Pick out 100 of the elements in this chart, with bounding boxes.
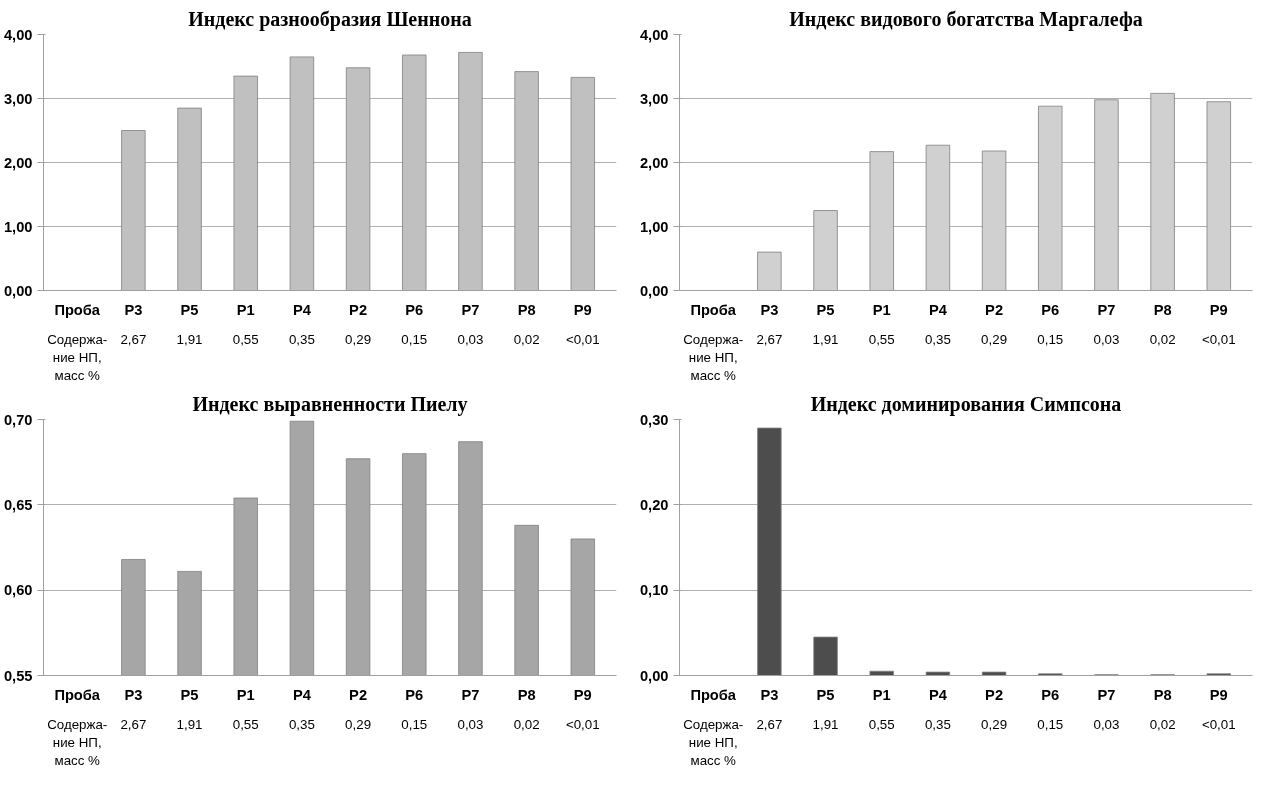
text: 2,67 bbox=[756, 331, 783, 347]
text: 2,67 bbox=[756, 716, 783, 732]
y-tick-label: 0,55 bbox=[3, 667, 33, 684]
text: 1,91 bbox=[812, 716, 839, 732]
x-tick-label: P5 bbox=[816, 686, 835, 703]
text: 0,15 bbox=[401, 716, 428, 732]
y-tick-label: 0,10 bbox=[639, 582, 669, 599]
x-axis-title: Проба bbox=[54, 301, 101, 318]
x-tick-label: P5 bbox=[816, 301, 835, 318]
y-tick-label: 4,00 bbox=[3, 26, 33, 43]
x-tick-label: P6 bbox=[405, 686, 424, 703]
x-tick-label: P2 bbox=[349, 686, 368, 703]
text: 0,03 bbox=[457, 331, 484, 347]
x-tick-label: P2 bbox=[985, 686, 1004, 703]
y-tick-label: 3,00 bbox=[639, 90, 669, 107]
text: Содержа- ние НП, масс % bbox=[683, 716, 744, 768]
x-tick-label: P4 bbox=[928, 301, 948, 318]
chart-title: Индекс видового богатства Маргалефа bbox=[789, 7, 1143, 31]
x-axis-title: Проба bbox=[690, 301, 737, 318]
x-tick-label: P1 bbox=[872, 301, 891, 318]
text: 2,67 bbox=[120, 331, 147, 347]
text: 0,02 bbox=[513, 716, 540, 732]
text: 0,15 bbox=[1037, 716, 1064, 732]
chart-title: Индекс разнообразия Шеннона bbox=[188, 7, 472, 31]
x-tick-label: P4 bbox=[292, 301, 312, 318]
x-tick-label: P9 bbox=[1209, 301, 1228, 318]
text: <0,01 bbox=[565, 716, 600, 732]
x-tick-label: P6 bbox=[1041, 686, 1060, 703]
text: 0,29 bbox=[345, 716, 372, 732]
x-tick-label: P3 bbox=[760, 686, 779, 703]
text: 0,02 bbox=[1149, 716, 1176, 732]
text: 0,35 bbox=[924, 331, 951, 347]
text: 0,35 bbox=[288, 716, 315, 732]
y-tick-label: 4,00 bbox=[639, 26, 669, 43]
text: Содержа- ние НП, масс % bbox=[683, 331, 744, 383]
x-tick-label: P1 bbox=[236, 301, 255, 318]
x-tick-label: P3 bbox=[124, 686, 143, 703]
x-tick-label: P5 bbox=[180, 686, 199, 703]
y-tick-label: 1,00 bbox=[639, 218, 669, 235]
x-tick-label: P3 bbox=[760, 301, 779, 318]
text: <0,01 bbox=[565, 331, 600, 347]
x-tick-label: P4 bbox=[292, 686, 312, 703]
x-tick-label: P9 bbox=[573, 301, 592, 318]
text: 0,29 bbox=[981, 716, 1008, 732]
x-tick-label: P3 bbox=[124, 301, 143, 318]
text: Содержа- ние НП, масс % bbox=[47, 716, 108, 768]
y-tick-label: 0,65 bbox=[3, 496, 33, 513]
x-tick-label: P4 bbox=[928, 686, 948, 703]
x-tick-label: P8 bbox=[1153, 686, 1172, 703]
chart-title: Индекс выравненности Пиелу bbox=[192, 392, 468, 416]
text: 0,15 bbox=[1037, 331, 1064, 347]
text: 1,91 bbox=[176, 716, 203, 732]
x-tick-label: P2 bbox=[349, 301, 368, 318]
y-tick-label: 0,00 bbox=[3, 282, 33, 299]
x-tick-label: P7 bbox=[461, 301, 480, 318]
y-tick-label: 1,00 bbox=[3, 218, 33, 235]
x-tick-label: P8 bbox=[1153, 301, 1172, 318]
y-tick-label: 0,00 bbox=[639, 282, 669, 299]
x-tick-label: P1 bbox=[236, 686, 255, 703]
text: 0,55 bbox=[232, 331, 259, 347]
y-tick-label: 2,00 bbox=[3, 154, 33, 171]
y-tick-label: 0,20 bbox=[639, 496, 669, 513]
y-tick-label: 0,60 bbox=[3, 582, 33, 599]
text: 2,67 bbox=[120, 716, 147, 732]
x-tick-label: P7 bbox=[461, 686, 480, 703]
x-tick-label: P9 bbox=[1209, 686, 1228, 703]
text: 0,55 bbox=[868, 331, 895, 347]
text: 0,55 bbox=[868, 716, 895, 732]
text: 0,03 bbox=[1093, 331, 1120, 347]
x-axis-title: Проба bbox=[690, 686, 737, 703]
text: <0,01 bbox=[1201, 331, 1236, 347]
x-tick-label: P7 bbox=[1097, 686, 1116, 703]
chart-title: Индекс доминирования Симпсона bbox=[810, 392, 1122, 416]
x-tick-label: P2 bbox=[985, 301, 1004, 318]
x-tick-label: P5 bbox=[180, 301, 199, 318]
y-tick-label: 0,00 bbox=[639, 667, 669, 684]
text: 0,03 bbox=[1093, 716, 1120, 732]
text: 0,29 bbox=[345, 331, 372, 347]
y-tick-label: 0,70 bbox=[3, 411, 33, 428]
x-axis-title: Проба bbox=[54, 686, 101, 703]
y-tick-label: 3,00 bbox=[3, 90, 33, 107]
text: 0,35 bbox=[288, 331, 315, 347]
text: 1,91 bbox=[812, 331, 839, 347]
x-tick-label: P8 bbox=[517, 686, 536, 703]
text: 0,29 bbox=[981, 331, 1008, 347]
text: 0,15 bbox=[401, 331, 428, 347]
text: 0,02 bbox=[513, 331, 540, 347]
x-tick-label: P6 bbox=[1041, 301, 1060, 318]
x-tick-label: P6 bbox=[405, 301, 424, 318]
text: 1,91 bbox=[176, 331, 203, 347]
x-tick-label: P1 bbox=[872, 686, 891, 703]
y-tick-label: 2,00 bbox=[639, 154, 669, 171]
text: 0,03 bbox=[457, 716, 484, 732]
text: Содержа- ние НП, масс % bbox=[47, 331, 108, 383]
text: 0,35 bbox=[924, 716, 951, 732]
text: 0,02 bbox=[1149, 331, 1176, 347]
x-tick-label: P9 bbox=[573, 686, 592, 703]
text: <0,01 bbox=[1201, 716, 1236, 732]
x-tick-label: P8 bbox=[517, 301, 536, 318]
text: 0,55 bbox=[232, 716, 259, 732]
